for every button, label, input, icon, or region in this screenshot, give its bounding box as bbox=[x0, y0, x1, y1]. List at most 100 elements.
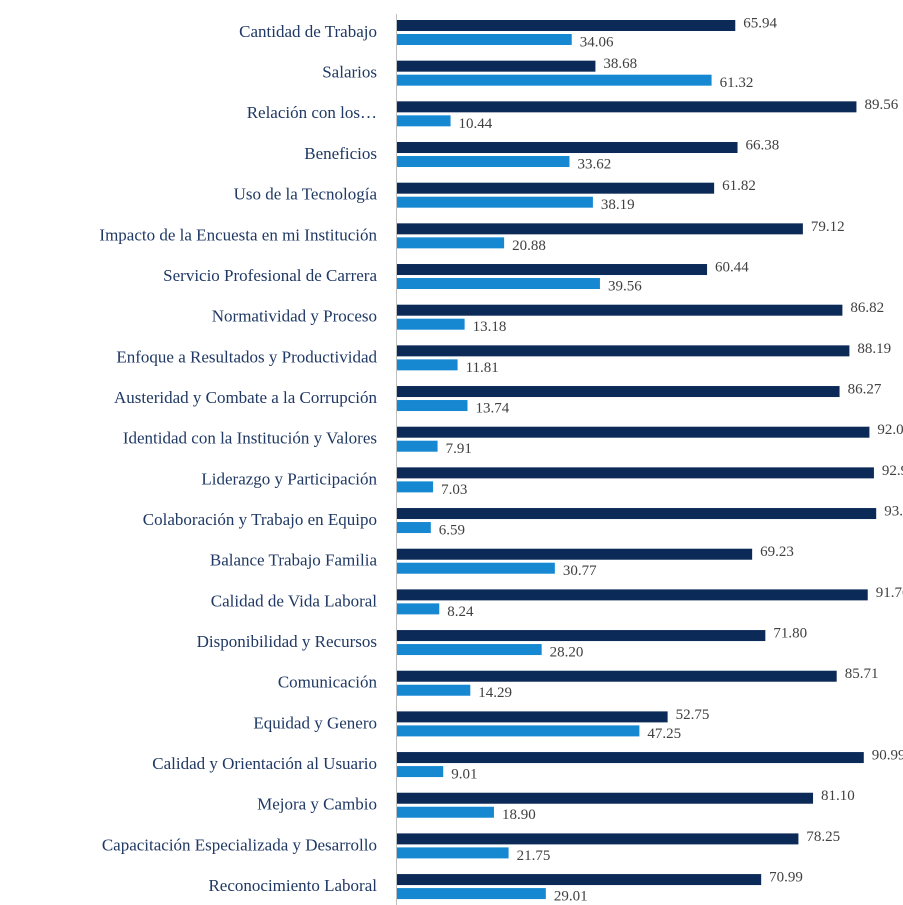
bar bbox=[397, 386, 840, 398]
value-label: 85.71 bbox=[845, 666, 879, 682]
value-label: 13.18 bbox=[473, 319, 507, 335]
bar bbox=[397, 74, 712, 86]
value-label: 71.80 bbox=[773, 625, 807, 641]
value-label: 66.38 bbox=[746, 137, 780, 153]
value-label: 79.12 bbox=[811, 219, 845, 235]
value-label: 8.24 bbox=[447, 604, 474, 620]
value-label: 65.94 bbox=[743, 15, 777, 31]
bar bbox=[397, 318, 465, 330]
value-label: 78.25 bbox=[806, 829, 840, 845]
category-label: Identidad con la Institución y Valores bbox=[123, 429, 377, 448]
bar bbox=[397, 888, 546, 900]
bar bbox=[397, 792, 814, 804]
category-label: Cantidad de Trabajo bbox=[239, 22, 377, 41]
value-label: 39.56 bbox=[608, 278, 642, 294]
value-label: 21.75 bbox=[517, 848, 551, 864]
bar bbox=[397, 589, 868, 601]
bar bbox=[397, 684, 471, 696]
category-label: Reconocimiento Laboral bbox=[208, 876, 377, 895]
value-label: 13.74 bbox=[475, 400, 509, 416]
bar bbox=[397, 752, 864, 764]
bar bbox=[397, 34, 572, 45]
value-label: 7.03 bbox=[441, 482, 467, 498]
bar bbox=[397, 725, 640, 737]
bar bbox=[397, 508, 877, 520]
bar bbox=[397, 304, 843, 316]
value-label: 18.90 bbox=[502, 807, 536, 823]
category-label: Equidad y Genero bbox=[253, 713, 377, 732]
value-label: 9.01 bbox=[451, 766, 477, 782]
category-label: Liderazgo y Participación bbox=[201, 469, 377, 488]
category-label: Capacitación Especializada y Desarrollo bbox=[102, 835, 377, 854]
bar bbox=[397, 711, 668, 723]
value-label: 7.91 bbox=[446, 441, 472, 457]
value-label: 90.99 bbox=[872, 747, 903, 763]
category-label: Impacto de la Encuesta en mi Institución bbox=[99, 225, 377, 244]
bar bbox=[397, 359, 458, 371]
category-label: Austeridad y Combate a la Corrupción bbox=[114, 388, 377, 407]
value-label: 61.32 bbox=[720, 75, 754, 91]
category-label: Calidad de Vida Laboral bbox=[211, 591, 378, 610]
bar bbox=[397, 847, 509, 859]
value-label: 88.19 bbox=[857, 341, 891, 357]
bar bbox=[397, 142, 738, 154]
value-label: 93.41 bbox=[884, 503, 903, 519]
bar bbox=[397, 670, 837, 682]
bar bbox=[397, 20, 736, 31]
category-label: Colaboración y Trabajo en Equipo bbox=[143, 510, 377, 529]
category-label: Salarios bbox=[322, 63, 377, 82]
bar bbox=[397, 467, 874, 479]
bar bbox=[397, 766, 444, 778]
category-label: Disponibilidad y Recursos bbox=[197, 632, 377, 651]
category-label: Relación con los… bbox=[247, 103, 377, 122]
bar bbox=[397, 833, 799, 845]
value-label: 91.76 bbox=[876, 585, 903, 601]
category-label: Enfoque a Resultados y Productividad bbox=[116, 347, 377, 366]
value-label: 86.27 bbox=[848, 381, 882, 397]
bar bbox=[397, 264, 708, 276]
value-label: 47.25 bbox=[647, 726, 681, 742]
value-label: 81.10 bbox=[821, 788, 855, 804]
category-label: Balance Trabajo Familia bbox=[210, 551, 378, 570]
value-label: 38.19 bbox=[601, 197, 635, 213]
value-label: 61.82 bbox=[722, 178, 756, 194]
bar bbox=[397, 223, 803, 235]
category-label: Comunicación bbox=[278, 673, 378, 692]
value-label: 14.29 bbox=[478, 685, 512, 701]
bar bbox=[397, 562, 555, 574]
bar bbox=[397, 345, 850, 357]
category-label: Normatividad y Proceso bbox=[212, 307, 377, 326]
bar bbox=[397, 630, 766, 642]
value-label: 34.06 bbox=[580, 34, 614, 50]
category-label: Calidad y Orientación al Usuario bbox=[152, 754, 377, 773]
value-label: 86.82 bbox=[850, 300, 884, 316]
value-label: 29.01 bbox=[554, 889, 588, 905]
bar bbox=[397, 196, 593, 208]
bar bbox=[397, 60, 596, 72]
bar bbox=[397, 522, 431, 534]
value-label: 92.97 bbox=[882, 463, 903, 479]
value-label: 33.62 bbox=[577, 156, 611, 172]
bar bbox=[397, 278, 600, 290]
value-label: 38.68 bbox=[603, 56, 637, 72]
bar bbox=[397, 426, 870, 438]
bar bbox=[397, 603, 440, 615]
value-label: 28.20 bbox=[550, 644, 584, 660]
bar bbox=[397, 644, 542, 656]
bar bbox=[397, 400, 468, 412]
bar bbox=[397, 874, 762, 886]
category-label: Servicio Profesional de Carrera bbox=[163, 266, 377, 285]
bar bbox=[397, 101, 857, 113]
bar bbox=[397, 156, 570, 168]
bar bbox=[397, 237, 505, 249]
category-label: Mejora y Cambio bbox=[257, 795, 377, 814]
bar bbox=[397, 481, 434, 493]
value-label: 92.09 bbox=[877, 422, 903, 438]
value-label: 70.99 bbox=[769, 870, 803, 886]
category-label: Uso de la Tecnología bbox=[234, 185, 378, 204]
value-label: 11.81 bbox=[466, 360, 499, 376]
bar bbox=[397, 548, 753, 560]
category-label: Beneficios bbox=[304, 144, 377, 163]
bar bbox=[397, 440, 438, 452]
